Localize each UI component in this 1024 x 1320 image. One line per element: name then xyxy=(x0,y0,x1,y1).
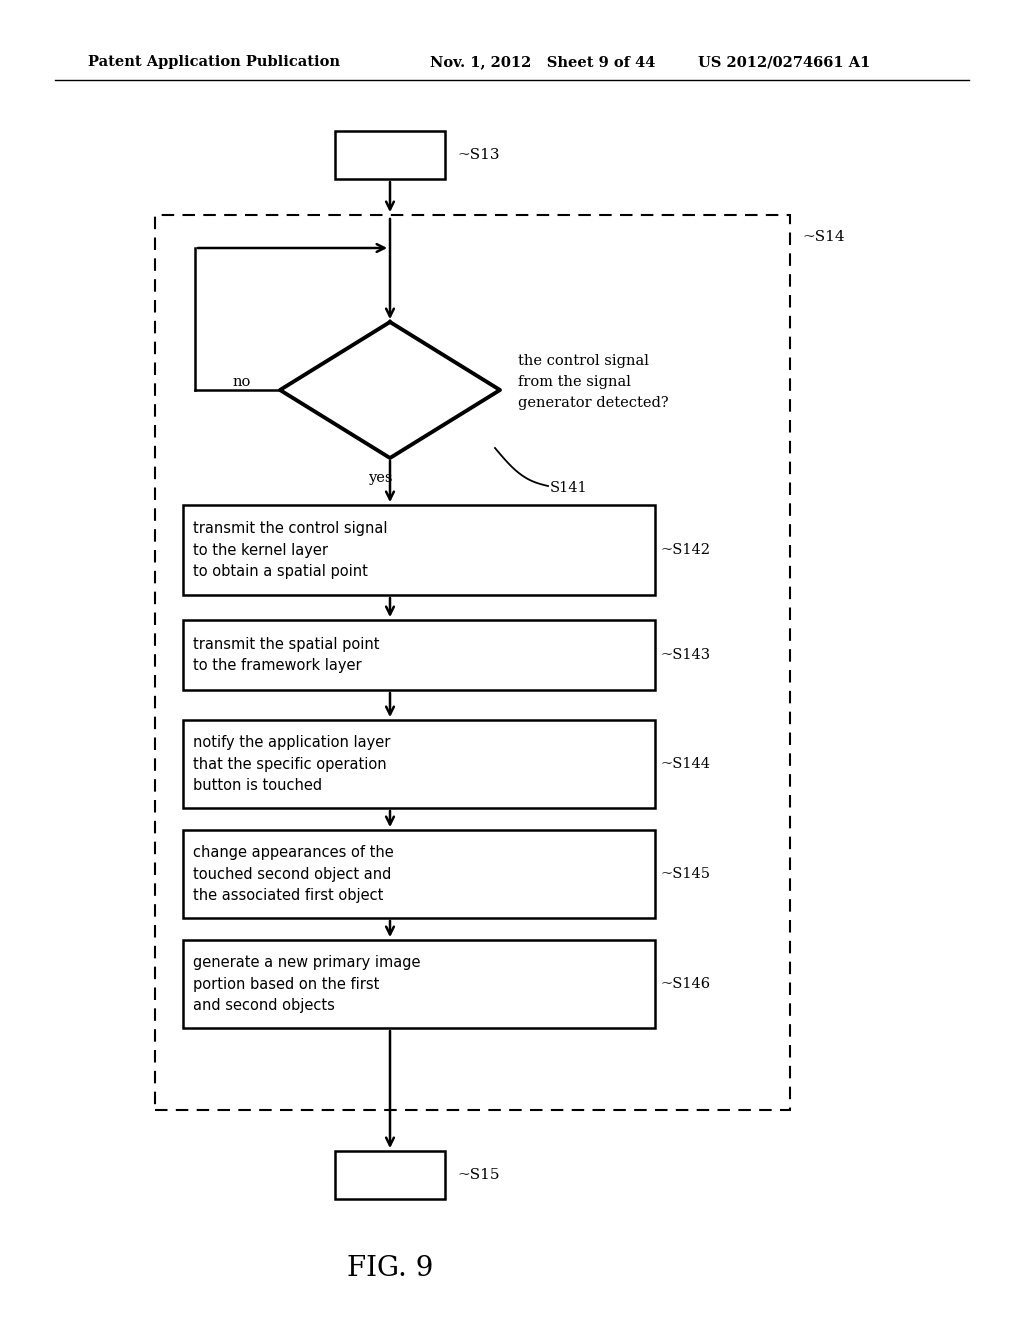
Text: Patent Application Publication: Patent Application Publication xyxy=(88,55,340,69)
FancyBboxPatch shape xyxy=(335,1151,445,1199)
Text: ~S15: ~S15 xyxy=(457,1168,500,1181)
FancyBboxPatch shape xyxy=(183,620,655,690)
Text: ~S14: ~S14 xyxy=(802,230,845,244)
Text: S141: S141 xyxy=(550,480,588,495)
Text: Nov. 1, 2012   Sheet 9 of 44: Nov. 1, 2012 Sheet 9 of 44 xyxy=(430,55,655,69)
Text: generate a new primary image
portion based on the first
and second objects: generate a new primary image portion bas… xyxy=(193,954,421,1014)
Text: the control signal
from the signal
generator detected?: the control signal from the signal gener… xyxy=(518,354,669,409)
Text: ~S142: ~S142 xyxy=(660,543,710,557)
FancyBboxPatch shape xyxy=(335,131,445,180)
Text: change appearances of the
touched second object and
the associated first object: change appearances of the touched second… xyxy=(193,845,394,903)
Text: ~S143: ~S143 xyxy=(660,648,710,663)
Text: ~S144: ~S144 xyxy=(660,756,710,771)
Text: transmit the spatial point
to the framework layer: transmit the spatial point to the framew… xyxy=(193,636,380,673)
FancyBboxPatch shape xyxy=(183,830,655,917)
Text: yes: yes xyxy=(368,471,392,484)
Text: ~S146: ~S146 xyxy=(660,977,710,991)
Text: ~S13: ~S13 xyxy=(457,148,500,162)
Text: transmit the control signal
to the kernel layer
to obtain a spatial point: transmit the control signal to the kerne… xyxy=(193,521,387,579)
Text: US 2012/0274661 A1: US 2012/0274661 A1 xyxy=(698,55,870,69)
FancyBboxPatch shape xyxy=(183,940,655,1028)
Text: notify the application layer
that the specific operation
button is touched: notify the application layer that the sp… xyxy=(193,735,390,793)
Text: FIG. 9: FIG. 9 xyxy=(347,1254,433,1282)
FancyBboxPatch shape xyxy=(183,506,655,595)
Polygon shape xyxy=(280,322,500,458)
FancyBboxPatch shape xyxy=(183,719,655,808)
Text: ~S145: ~S145 xyxy=(660,867,710,880)
Text: no: no xyxy=(232,375,251,389)
